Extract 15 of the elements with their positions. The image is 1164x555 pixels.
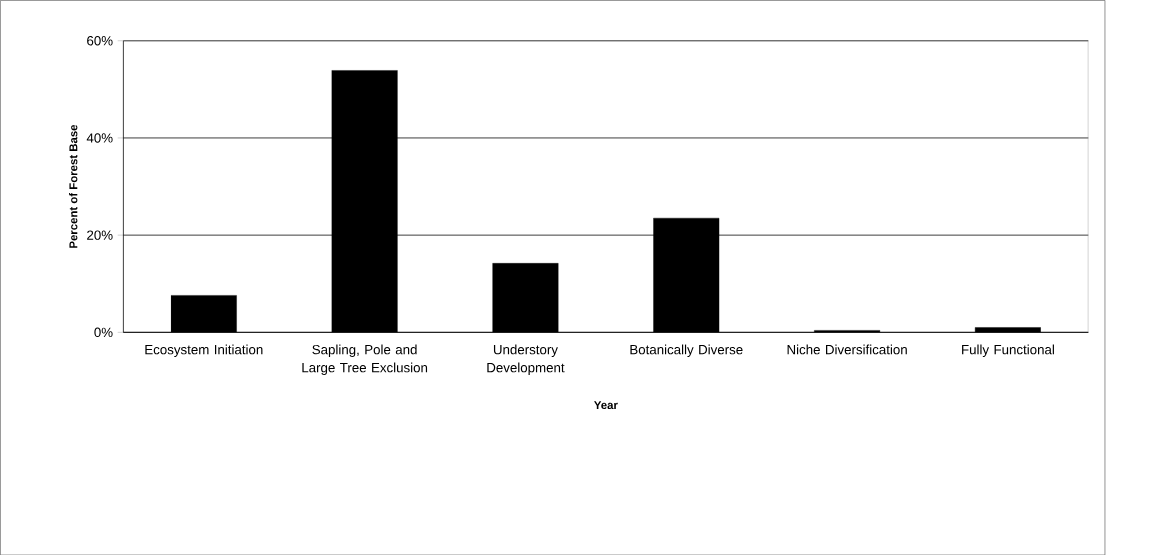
y-tick-label: 40% xyxy=(86,133,113,143)
x-tick-label: Fully Functional xyxy=(962,344,1054,357)
x-axis-title: Year xyxy=(594,400,618,409)
x-tick-label: Ecosystem Initiation xyxy=(145,344,263,357)
x-tick-label: Understory Development xyxy=(487,344,565,375)
y-axis-title: Percent of Forest Base xyxy=(69,124,78,248)
bar xyxy=(170,294,237,333)
bar xyxy=(974,327,1041,333)
x-tick-label: Niche Diversification xyxy=(787,344,907,355)
y-tick-label: 60% xyxy=(87,35,113,46)
y-tick-label: 0% xyxy=(94,327,113,337)
x-tick-label: Sapling, Pole and Large Tree Exclusion xyxy=(302,344,428,375)
y-tick-label: 20% xyxy=(87,230,113,240)
bar xyxy=(492,262,559,333)
x-tick-label: Botanically Diverse xyxy=(630,344,743,357)
